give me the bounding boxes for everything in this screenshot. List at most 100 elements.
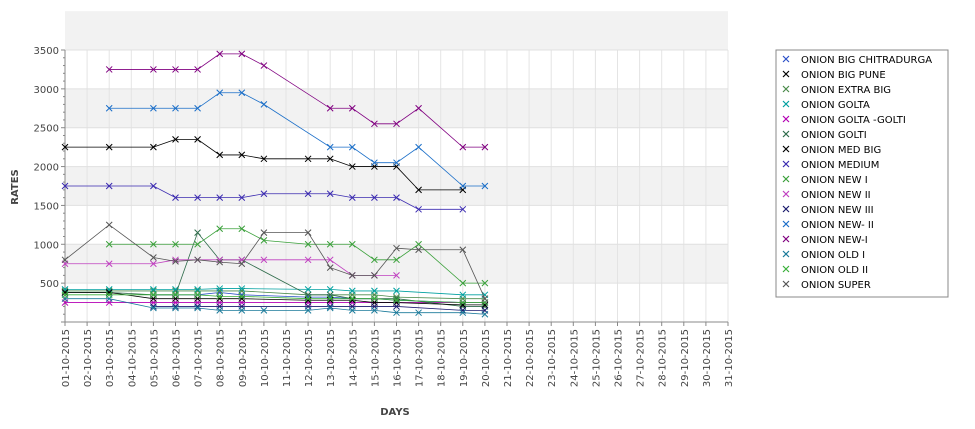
- series-group: [61, 221, 489, 303]
- data-point: [459, 246, 467, 254]
- legend-marker: [782, 175, 790, 183]
- legend-marker: [782, 115, 790, 123]
- data-point: [371, 287, 378, 295]
- legend-marker: [782, 280, 790, 288]
- data-point: [326, 295, 334, 303]
- legend-label: ONION MED BIG: [801, 145, 881, 156]
- data-point: [326, 256, 334, 264]
- data-point: [61, 291, 69, 299]
- series-line: [65, 290, 485, 300]
- x-tick-label: 10-10-2015: [260, 329, 271, 387]
- data-point: [216, 285, 224, 292]
- data-point: [238, 151, 246, 159]
- legend-label: ONION BIG CHITRADURGA: [801, 55, 932, 66]
- series-line: [153, 292, 485, 303]
- series-line: [65, 288, 485, 296]
- data-point: [415, 104, 422, 112]
- data-point: [105, 260, 113, 268]
- legend-box: [775, 49, 949, 298]
- legend-marker: [782, 265, 790, 273]
- x-tick-label: 26-10-2015: [614, 329, 625, 387]
- data-point: [481, 295, 489, 303]
- x-tick-label: 21-10-2015: [503, 329, 514, 387]
- data-point: [238, 306, 246, 314]
- data-point: [260, 237, 268, 244]
- data-point: [371, 272, 378, 279]
- x-tick-label: 19-10-2015: [459, 329, 470, 387]
- data-point: [481, 310, 489, 318]
- data-point: [61, 256, 69, 264]
- legend-marker: [782, 235, 790, 243]
- data-point: [216, 293, 224, 300]
- data-point: [194, 194, 201, 202]
- legend-marker: [782, 70, 790, 78]
- data-point: [194, 256, 201, 264]
- data-point: [304, 306, 312, 314]
- legend-label: ONION MEDIUM: [801, 160, 879, 171]
- data-point: [371, 120, 378, 128]
- series-group: [61, 287, 489, 303]
- x-tick-label: 06-10-2015: [172, 329, 183, 387]
- x-tick-label: 20-10-2015: [481, 329, 492, 387]
- data-point: [348, 295, 356, 303]
- data-point: [61, 182, 69, 190]
- data-point: [172, 240, 179, 248]
- series-line: [109, 92, 485, 187]
- x-tick-label: 09-10-2015: [238, 329, 249, 387]
- legend-label: ONION NEW-I: [801, 235, 868, 246]
- data-point: [260, 256, 268, 264]
- data-point: [172, 291, 179, 299]
- data-point: [238, 194, 246, 202]
- data-point: [326, 143, 334, 151]
- data-point: [105, 182, 113, 190]
- data-point: [348, 272, 356, 279]
- legend-marker: [782, 220, 790, 228]
- data-point: [260, 101, 268, 108]
- legend-label: ONION GOLTA: [801, 100, 870, 111]
- data-point: [150, 303, 157, 310]
- data-point: [238, 50, 246, 58]
- y-tick-label: 500: [40, 279, 59, 290]
- data-point: [260, 229, 268, 236]
- y-tick-label: 1000: [34, 240, 59, 251]
- legend-marker: [782, 250, 790, 258]
- data-point: [150, 304, 157, 312]
- x-tick-label: 17-10-2015: [415, 329, 426, 387]
- data-point: [459, 279, 467, 287]
- legend-label: ONION NEW- II: [801, 220, 874, 231]
- legend-label: ONION OLD I: [801, 250, 865, 261]
- x-tick-label: 16-10-2015: [393, 329, 404, 387]
- data-point: [61, 143, 69, 151]
- data-point: [481, 279, 489, 287]
- data-point: [150, 143, 157, 151]
- x-tick-label: 08-10-2015: [216, 329, 227, 387]
- data-point: [105, 286, 113, 293]
- data-point: [216, 50, 224, 58]
- data-point: [348, 104, 356, 112]
- legend-marker: [782, 85, 790, 93]
- legend-label: ONION NEW III: [801, 205, 874, 216]
- y-tick-labels: 500 1000 1500 2000 2500 3000 3500: [34, 46, 59, 290]
- x-tick-label: 03-10-2015: [105, 329, 116, 387]
- series-line: [65, 298, 485, 315]
- data-point: [348, 240, 356, 248]
- data-point: [150, 254, 157, 261]
- legend-label: ONION NEW II: [801, 190, 871, 201]
- x-tick-label: 24-10-2015: [569, 329, 580, 387]
- data-point: [194, 286, 201, 293]
- data-point: [393, 256, 400, 264]
- legend-label: ONION GOLTI: [801, 130, 867, 141]
- data-point: [238, 89, 246, 97]
- data-point: [194, 66, 201, 73]
- data-point: [459, 182, 467, 190]
- legend-label: ONION NEW I: [801, 175, 868, 186]
- x-tick-label: 22-10-2015: [525, 329, 536, 387]
- data-point: [172, 256, 179, 264]
- data-point: [260, 62, 268, 69]
- data-point: [172, 286, 179, 293]
- data-point: [105, 240, 113, 248]
- data-point: [304, 256, 312, 264]
- data-point: [304, 190, 312, 198]
- data-point: [216, 194, 224, 202]
